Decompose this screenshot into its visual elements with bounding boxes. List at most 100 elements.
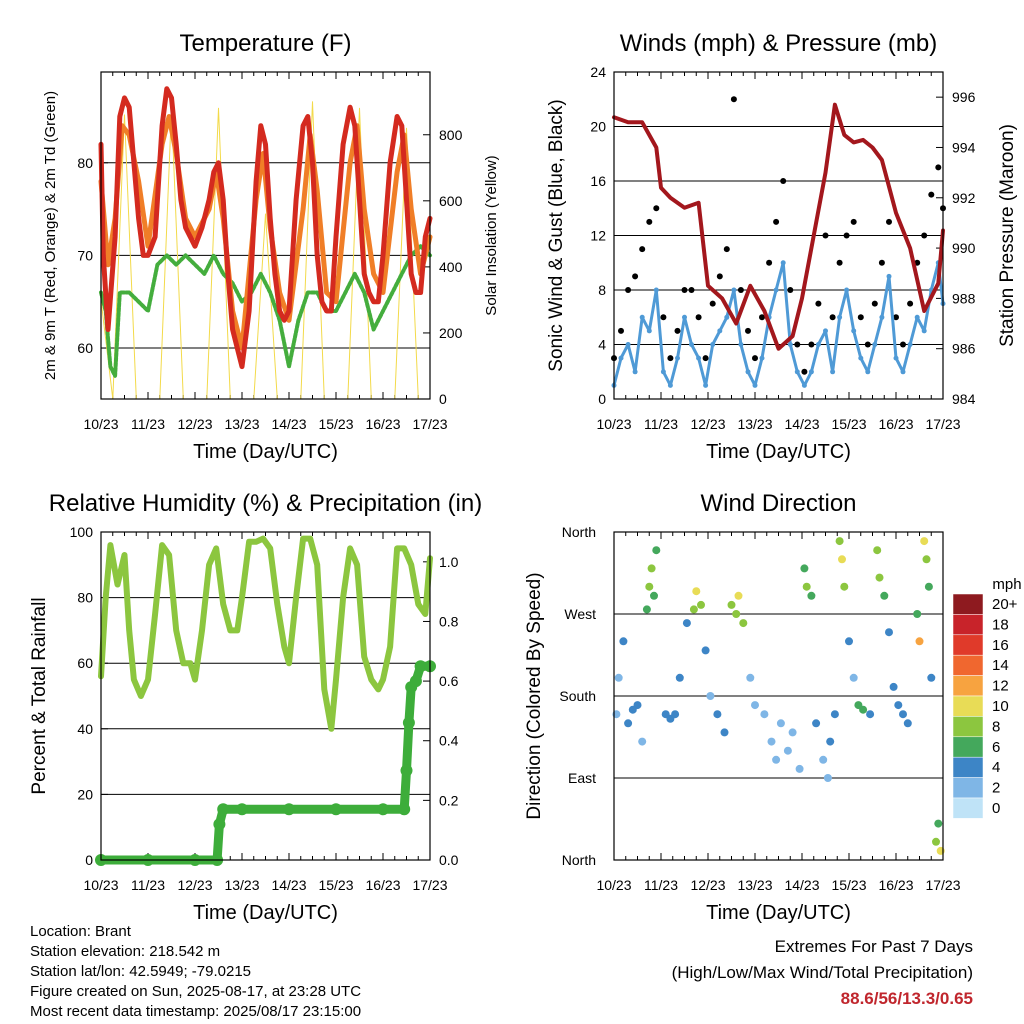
- direction-point: [823, 774, 832, 782]
- y-right-axis-label: Solar Insolation (Yellow): [483, 155, 500, 315]
- wind-point: [773, 287, 779, 293]
- x-tick-label: 14/23: [784, 877, 819, 893]
- temp-9m-line: [98, 114, 433, 351]
- legend-label: 2: [992, 780, 1000, 797]
- direction-point: [835, 537, 844, 546]
- direction-point: [697, 600, 705, 609]
- y-tick-label: 24: [590, 64, 606, 80]
- wind-direction-chart: Wind Direction Time (Day/UTC) 10/23 11/23 12…: [524, 490, 961, 924]
- wind-point: [731, 287, 737, 293]
- y-tick-label: 100: [70, 524, 94, 540]
- direction-point: [859, 705, 868, 714]
- direction-point: [795, 764, 804, 773]
- direction-point: [913, 610, 922, 618]
- y-right-tick-label: 986: [952, 341, 976, 357]
- legend-label: 12: [992, 678, 1009, 695]
- legend-label: 14: [992, 657, 1009, 674]
- direction-point: [924, 582, 933, 591]
- created-text: Figure created on Sun, 2025-08-17, at 23…: [30, 983, 362, 1000]
- x-tick-label: 14/23: [784, 416, 819, 432]
- y-right-tick-label: 0.6: [439, 673, 459, 689]
- direction-point: [675, 673, 684, 682]
- wind-point: [682, 314, 687, 320]
- y-right-tick-label: 0.8: [439, 613, 459, 629]
- x-tick-label: 16/23: [878, 416, 913, 432]
- precip-point: [217, 803, 230, 816]
- y-tick-label: 0: [85, 852, 93, 868]
- precip-point: [402, 716, 415, 729]
- direction-point: [889, 682, 898, 691]
- elevation-text: Station elevation: 218.542 m: [30, 943, 221, 960]
- direction-point: [633, 701, 642, 710]
- x-tick-label: 15/23: [318, 877, 353, 893]
- y-tick-label: 16: [590, 173, 606, 189]
- wind-point: [780, 260, 786, 266]
- gust-point: [836, 259, 843, 266]
- x-tick-label: 11/23: [644, 877, 678, 893]
- y-right-tick-label: 988: [952, 290, 976, 306]
- legend-label: 4: [992, 759, 1000, 776]
- gust-point: [737, 287, 744, 293]
- x-tick-label: 10/23: [83, 416, 118, 432]
- wind-point: [865, 369, 871, 375]
- gust-point: [787, 287, 794, 293]
- wind-point: [801, 382, 807, 388]
- wind-point: [646, 328, 652, 334]
- y-right-tick-label: 600: [439, 193, 463, 209]
- legend-label: 8: [992, 718, 1000, 735]
- y-tick-label: 20: [77, 786, 93, 802]
- wind-point: [675, 355, 680, 361]
- wind-point: [837, 314, 843, 320]
- legend-swatch: [952, 614, 984, 636]
- wind-point: [660, 369, 666, 375]
- y-right-tick-label: 0: [439, 391, 447, 407]
- legend-swatch: [952, 654, 984, 676]
- y-right-tick-label: 0.4: [439, 733, 459, 749]
- x-tick-label: 15/23: [831, 416, 866, 432]
- gust-point: [871, 300, 878, 307]
- y-right-tick-label: 996: [952, 89, 976, 105]
- y-axis-label: Direction (Colored By Speed): [524, 572, 545, 819]
- direction-point: [800, 564, 809, 573]
- gust-point: [766, 259, 773, 266]
- direction-point: [727, 600, 736, 609]
- direction-point: [927, 673, 936, 682]
- x-tick-label: 16/23: [365, 416, 400, 432]
- y-tick-label: North: [562, 524, 596, 540]
- precip-point: [213, 818, 226, 831]
- gust-point: [808, 341, 815, 348]
- direction-point: [751, 701, 759, 710]
- wind-point: [808, 369, 814, 375]
- direction-point: [920, 537, 929, 546]
- direction-point: [734, 591, 743, 600]
- wind-point: [794, 369, 800, 375]
- x-tick-label: 12/23: [177, 416, 212, 432]
- direction-point: [689, 605, 698, 614]
- legend-swatch: [952, 634, 984, 656]
- direction-point: [760, 710, 769, 719]
- direction-point: [739, 619, 748, 628]
- direction-point: [838, 555, 846, 564]
- extremes-subtitle: (High/Low/Max Wind/Total Precipitation): [671, 963, 973, 982]
- x-tick-label: 12/23: [690, 877, 725, 893]
- direction-point: [720, 728, 729, 737]
- legend-label: 6: [992, 739, 1000, 756]
- extremes-title: Extremes For Past 7 Days: [774, 937, 973, 956]
- wind-point: [717, 328, 723, 334]
- wind-point: [752, 382, 758, 388]
- wind-point: [667, 382, 673, 388]
- direction-point: [647, 564, 656, 573]
- x-tick-label: 17/23: [925, 416, 960, 432]
- x-tick-label: 11/23: [644, 416, 678, 432]
- x-tick-label: 17/23: [412, 416, 447, 432]
- y-right-tick-label: 400: [439, 259, 463, 275]
- wind-point: [823, 328, 828, 334]
- extremes-values: 88.6/56/13.3/0.65: [840, 989, 973, 1008]
- legend-swatch: [952, 716, 984, 738]
- wind-point: [724, 314, 730, 320]
- x-tick-label: 12/23: [690, 416, 725, 432]
- x-axis-label: Time (Day/UTC): [193, 441, 338, 463]
- gust-point: [928, 191, 935, 198]
- gust-point: [702, 355, 709, 362]
- station-info: Location: Brant Station elevation: 218.5…: [30, 922, 361, 1022]
